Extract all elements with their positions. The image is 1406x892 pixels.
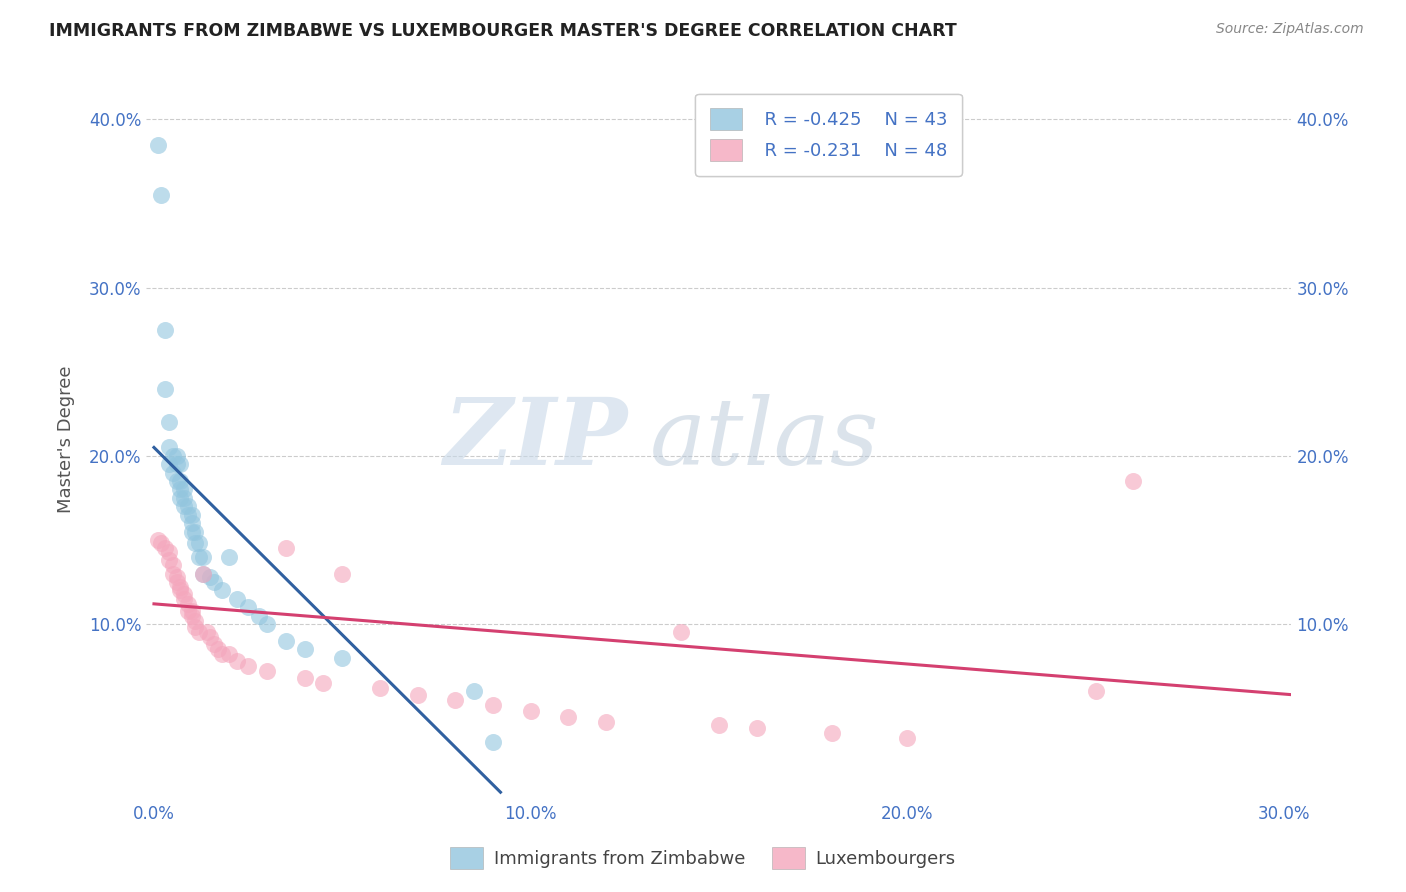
Point: [896, 731, 918, 746]
Point: [169, 483, 191, 497]
Point: [166, 574, 188, 589]
Point: [191, 566, 214, 581]
Point: [249, 608, 271, 623]
Point: [211, 648, 233, 662]
Point: [166, 570, 188, 584]
Point: [173, 483, 195, 497]
Point: [180, 608, 202, 623]
Point: [162, 449, 184, 463]
Text: ZIP: ZIP: [443, 394, 627, 484]
Point: [180, 604, 202, 618]
Point: [368, 681, 391, 695]
Point: [184, 620, 207, 634]
Point: [274, 541, 297, 556]
Point: [200, 631, 222, 645]
Point: [155, 323, 177, 337]
Point: [184, 524, 207, 539]
Point: [218, 648, 240, 662]
Point: [146, 533, 169, 547]
Point: [150, 188, 173, 202]
Point: [218, 549, 240, 564]
Point: [256, 617, 278, 632]
Legend: Immigrants from Zimbabwe, Luxembourgers: Immigrants from Zimbabwe, Luxembourgers: [443, 839, 963, 876]
Point: [191, 549, 214, 564]
Point: [155, 541, 177, 556]
Y-axis label: Master's Degree: Master's Degree: [58, 366, 75, 513]
Point: [188, 536, 211, 550]
Point: [169, 491, 191, 505]
Point: [444, 692, 467, 706]
Point: [162, 558, 184, 573]
Point: [595, 714, 617, 729]
Point: [169, 583, 191, 598]
Point: [236, 600, 259, 615]
Point: [157, 441, 180, 455]
Point: [180, 524, 202, 539]
Point: [191, 566, 214, 581]
Point: [202, 574, 225, 589]
Point: [207, 642, 229, 657]
Point: [166, 449, 188, 463]
Point: [236, 659, 259, 673]
Point: [1084, 684, 1107, 698]
Point: [177, 500, 200, 514]
Point: [169, 474, 191, 488]
Legend:   R = -0.425    N = 43,   R = -0.231    N = 48: R = -0.425 N = 43, R = -0.231 N = 48: [695, 94, 962, 176]
Point: [312, 676, 335, 690]
Point: [482, 698, 505, 712]
Point: [294, 642, 316, 657]
Text: atlas: atlas: [650, 394, 880, 484]
Point: [463, 684, 485, 698]
Point: [274, 633, 297, 648]
Point: [707, 718, 730, 732]
Point: [256, 664, 278, 678]
Point: [188, 549, 211, 564]
Point: [173, 591, 195, 606]
Point: [225, 654, 247, 668]
Point: [330, 650, 353, 665]
Point: [482, 735, 505, 749]
Text: Source: ZipAtlas.com: Source: ZipAtlas.com: [1216, 22, 1364, 37]
Point: [169, 580, 191, 594]
Point: [745, 721, 768, 735]
Point: [169, 457, 191, 471]
Point: [294, 671, 316, 685]
Point: [821, 726, 844, 740]
Point: [146, 137, 169, 152]
Point: [202, 637, 225, 651]
Point: [173, 491, 195, 505]
Point: [177, 597, 200, 611]
Point: [1122, 474, 1144, 488]
Point: [157, 545, 180, 559]
Point: [157, 553, 180, 567]
Text: IMMIGRANTS FROM ZIMBABWE VS LUXEMBOURGER MASTER'S DEGREE CORRELATION CHART: IMMIGRANTS FROM ZIMBABWE VS LUXEMBOURGER…: [49, 22, 957, 40]
Point: [211, 583, 233, 598]
Point: [177, 604, 200, 618]
Point: [166, 457, 188, 471]
Point: [557, 709, 579, 723]
Point: [162, 466, 184, 480]
Point: [225, 591, 247, 606]
Point: [406, 688, 429, 702]
Point: [157, 415, 180, 429]
Point: [188, 625, 211, 640]
Point: [155, 382, 177, 396]
Point: [177, 508, 200, 522]
Point: [173, 587, 195, 601]
Point: [200, 570, 222, 584]
Point: [173, 500, 195, 514]
Point: [671, 625, 693, 640]
Point: [162, 566, 184, 581]
Point: [180, 516, 202, 530]
Point: [150, 536, 173, 550]
Point: [157, 457, 180, 471]
Point: [184, 536, 207, 550]
Point: [330, 566, 353, 581]
Point: [180, 508, 202, 522]
Point: [184, 614, 207, 628]
Point: [519, 705, 541, 719]
Point: [166, 474, 188, 488]
Point: [195, 625, 218, 640]
